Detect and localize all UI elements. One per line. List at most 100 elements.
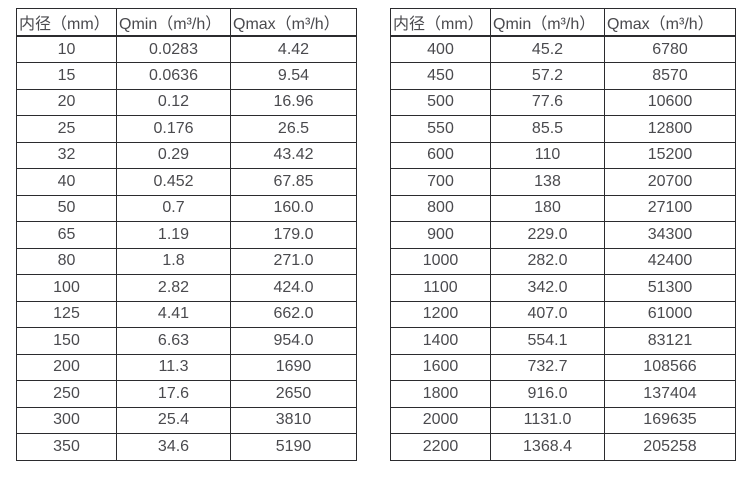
table-row: 350 34.6 5190: [16, 433, 357, 461]
table-cell: 300: [16, 406, 117, 434]
table-cell: 4.42: [230, 35, 357, 63]
table-row: 1000 282.0 42400: [390, 247, 736, 275]
table-cell: 57.2: [490, 62, 605, 90]
table-cell: 0.29: [116, 141, 231, 169]
table-cell: 67.85: [230, 168, 357, 196]
table-cell: 16.96: [230, 88, 357, 116]
table-cell: 1200: [390, 300, 491, 328]
table-row: 700 138 20700: [390, 168, 736, 196]
table-cell: 2000: [390, 406, 491, 434]
table-cell: 27100: [604, 194, 736, 222]
table-cell: 40: [16, 168, 117, 196]
table-cell: 15200: [604, 141, 736, 169]
table-row: 15 0.0636 9.54: [16, 62, 357, 90]
table-cell: 83121: [604, 327, 736, 355]
table-cell: 954.0: [230, 327, 357, 355]
table-cell: 160.0: [230, 194, 357, 222]
table-cell: 200: [16, 353, 117, 381]
table-cell: 125: [16, 300, 117, 328]
table-cell: 8570: [604, 62, 736, 90]
table-cell: 0.0636: [116, 62, 231, 90]
table-cell: 271.0: [230, 247, 357, 275]
table-cell: 1400: [390, 327, 491, 355]
table-cell: 85.5: [490, 115, 605, 143]
table-cell: 0.12: [116, 88, 231, 116]
table-cell: 282.0: [490, 247, 605, 275]
table-cell: 1368.4: [490, 433, 605, 461]
table-cell: 50: [16, 194, 117, 222]
table-cell: 350: [16, 433, 117, 461]
table-cell: 169635: [604, 406, 736, 434]
table-cell: 0.452: [116, 168, 231, 196]
table-cell: 400: [390, 35, 491, 63]
table-cell: 1131.0: [490, 406, 605, 434]
flow-table-small-diameters: 内径（mm） Qmin（m³/h） Qmax（m³/h） 10 0.0283 4.42 15…: [16, 8, 357, 461]
table-cell: 0.0283: [116, 35, 231, 63]
table-row: 32 0.29 43.42: [16, 141, 357, 169]
table-cell: 2650: [230, 380, 357, 408]
table-cell: 11.3: [116, 353, 231, 381]
table-row: 1200 407.0 61000: [390, 300, 736, 328]
table-row: 200 11.3 1690: [16, 353, 357, 381]
table-cell: 108566: [604, 353, 736, 381]
table-row: 20 0.12 16.96: [16, 88, 357, 116]
table-row: 600 110 15200: [390, 141, 736, 169]
table-cell: 1690: [230, 353, 357, 381]
table-row: 500 77.6 10600: [390, 88, 736, 116]
table-cell: 916.0: [490, 380, 605, 408]
table-cell: 65: [16, 221, 117, 249]
table-cell: 3810: [230, 406, 357, 434]
table-cell: 80: [16, 247, 117, 275]
table-row: 300 25.4 3810: [16, 406, 357, 434]
table-cell: 20700: [604, 168, 736, 196]
table-cell: 15: [16, 62, 117, 90]
table-cell: 137404: [604, 380, 736, 408]
table-cell: 342.0: [490, 274, 605, 302]
table-cell: 424.0: [230, 274, 357, 302]
table-row: 900 229.0 34300: [390, 221, 736, 249]
column-header: Qmin（m³/h）: [116, 8, 231, 37]
table-cell: 43.42: [230, 141, 357, 169]
table-cell: 554.1: [490, 327, 605, 355]
table-cell: 6.63: [116, 327, 231, 355]
table-row: 1100 342.0 51300: [390, 274, 736, 302]
table-cell: 0.176: [116, 115, 231, 143]
table-row: 2000 1131.0 169635: [390, 406, 736, 434]
table-cell: 229.0: [490, 221, 605, 249]
table-cell: 662.0: [230, 300, 357, 328]
table-cell: 51300: [604, 274, 736, 302]
table-cell: 2200: [390, 433, 491, 461]
table-cell: 732.7: [490, 353, 605, 381]
table-cell: 179.0: [230, 221, 357, 249]
table-cell: 100: [16, 274, 117, 302]
header-row: 内径（mm） Qmin（m³/h） Qmax（m³/h）: [16, 8, 357, 37]
table-cell: 407.0: [490, 300, 605, 328]
column-header: 内径（mm）: [390, 8, 491, 37]
table-cell: 77.6: [490, 88, 605, 116]
table-cell: 1000: [390, 247, 491, 275]
table-cell: 32: [16, 141, 117, 169]
flow-table-large-diameters: 内径（mm） Qmin（m³/h） Qmax（m³/h） 400 45.2 6780 450…: [390, 8, 736, 461]
table-cell: 205258: [604, 433, 736, 461]
table-row: 1600 732.7 108566: [390, 353, 736, 381]
header-row: 内径（mm） Qmin（m³/h） Qmax（m³/h）: [390, 8, 736, 37]
table-cell: 500: [390, 88, 491, 116]
table-cell: 20: [16, 88, 117, 116]
table-cell: 1600: [390, 353, 491, 381]
table-cell: 25.4: [116, 406, 231, 434]
column-header: 内径（mm）: [16, 8, 117, 37]
table-cell: 110: [490, 141, 605, 169]
table-cell: 12800: [604, 115, 736, 143]
table-cell: 180: [490, 194, 605, 222]
table-row: 100 2.82 424.0: [16, 274, 357, 302]
table-cell: 550: [390, 115, 491, 143]
table-row: 250 17.6 2650: [16, 380, 357, 408]
table-row: 450 57.2 8570: [390, 62, 736, 90]
table-cell: 1800: [390, 380, 491, 408]
table-cell: 34.6: [116, 433, 231, 461]
table-cell: 1100: [390, 274, 491, 302]
table-row: 40 0.452 67.85: [16, 168, 357, 196]
table-cell: 42400: [604, 247, 736, 275]
table-cell: 10600: [604, 88, 736, 116]
table-cell: 61000: [604, 300, 736, 328]
